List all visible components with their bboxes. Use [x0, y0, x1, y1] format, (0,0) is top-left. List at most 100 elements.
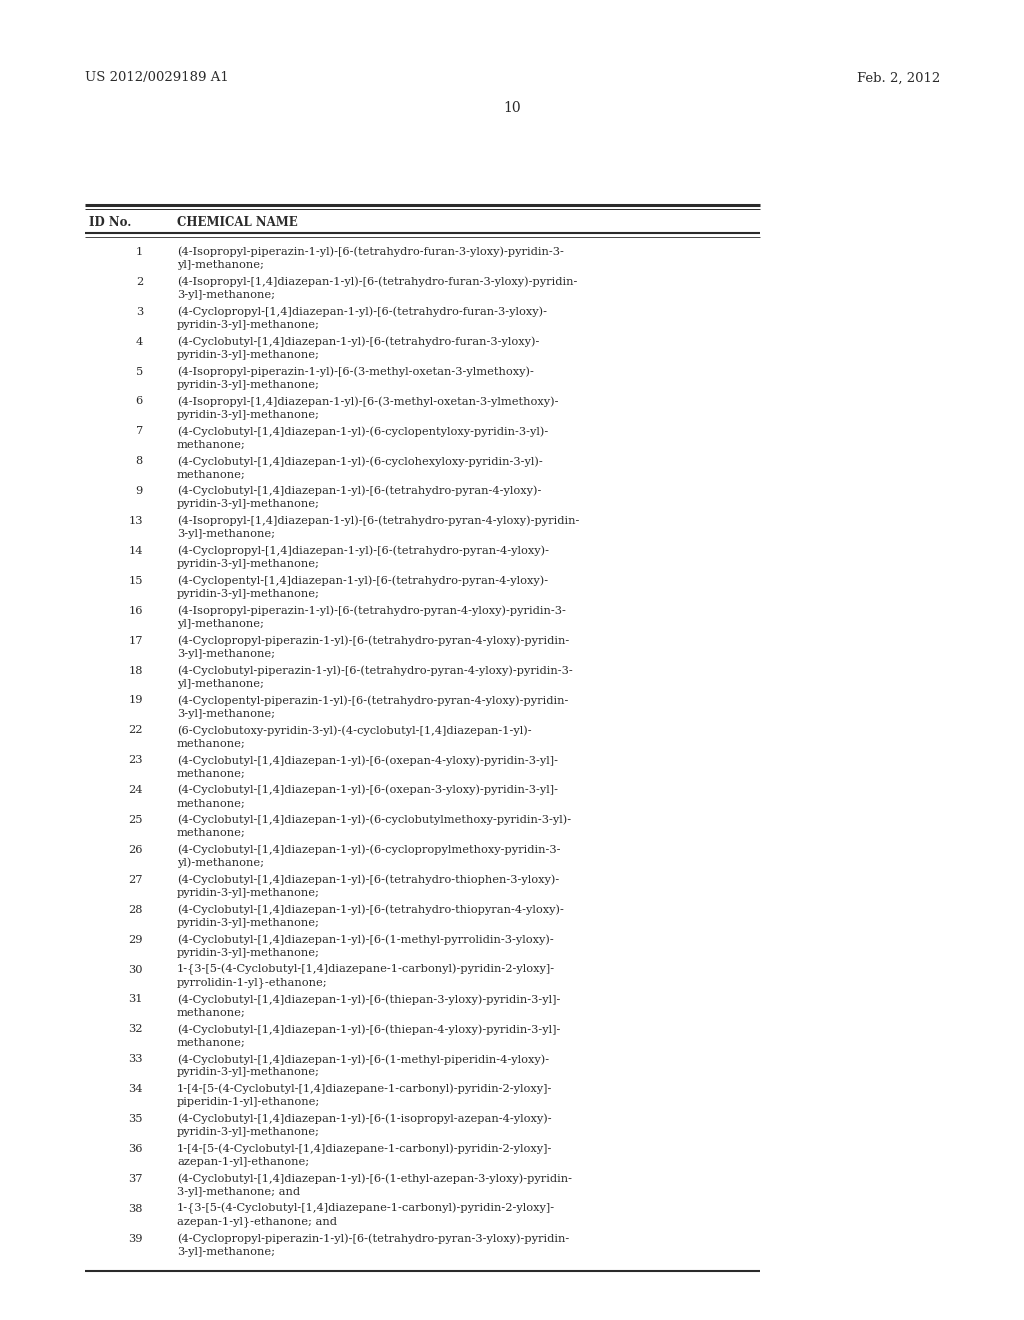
Text: yl)-methanone;: yl)-methanone; [177, 858, 264, 869]
Text: 19: 19 [128, 696, 143, 705]
Text: 10: 10 [503, 102, 521, 115]
Text: (4-Cyclobutyl-[1,4]diazepan-1-yl)-[6-(oxepan-4-yloxy)-pyridin-3-yl]-: (4-Cyclobutyl-[1,4]diazepan-1-yl)-[6-(ox… [177, 755, 558, 766]
Text: methanone;: methanone; [177, 440, 246, 450]
Text: 31: 31 [128, 994, 143, 1005]
Text: 18: 18 [128, 665, 143, 676]
Text: (4-Isopropyl-[1,4]diazepan-1-yl)-[6-(tetrahydro-furan-3-yloxy)-pyridin-: (4-Isopropyl-[1,4]diazepan-1-yl)-[6-(tet… [177, 277, 578, 288]
Text: 26: 26 [128, 845, 143, 855]
Text: 1-{3-[5-(4-Cyclobutyl-[1,4]diazepane-1-carbonyl)-pyridin-2-yloxy]-: 1-{3-[5-(4-Cyclobutyl-[1,4]diazepane-1-c… [177, 964, 555, 975]
Text: methanone;: methanone; [177, 739, 246, 748]
Text: pyridin-3-yl]-methanone;: pyridin-3-yl]-methanone; [177, 1068, 319, 1077]
Text: 3-yl]-methanone;: 3-yl]-methanone; [177, 649, 275, 659]
Text: 7: 7 [136, 426, 143, 437]
Text: 17: 17 [128, 636, 143, 645]
Text: 37: 37 [128, 1173, 143, 1184]
Text: 6: 6 [136, 396, 143, 407]
Text: (4-Isopropyl-[1,4]diazepan-1-yl)-[6-(tetrahydro-pyran-4-yloxy)-pyridin-: (4-Isopropyl-[1,4]diazepan-1-yl)-[6-(tet… [177, 516, 580, 527]
Text: (4-Cyclobutyl-[1,4]diazepan-1-yl)-[6-(1-methyl-piperidin-4-yloxy)-: (4-Cyclobutyl-[1,4]diazepan-1-yl)-[6-(1-… [177, 1053, 549, 1065]
Text: 13: 13 [128, 516, 143, 527]
Text: 14: 14 [128, 546, 143, 556]
Text: pyridin-3-yl]-methanone;: pyridin-3-yl]-methanone; [177, 350, 319, 360]
Text: methanone;: methanone; [177, 1038, 246, 1048]
Text: methanone;: methanone; [177, 1007, 246, 1018]
Text: methanone;: methanone; [177, 799, 246, 808]
Text: 28: 28 [128, 904, 143, 915]
Text: (4-Cyclobutyl-piperazin-1-yl)-[6-(tetrahydro-pyran-4-yloxy)-pyridin-3-: (4-Cyclobutyl-piperazin-1-yl)-[6-(tetrah… [177, 665, 572, 676]
Text: azepan-1-yl]-ethanone;: azepan-1-yl]-ethanone; [177, 1158, 309, 1167]
Text: (4-Cyclobutyl-[1,4]diazepan-1-yl)-[6-(1-methyl-pyrrolidin-3-yloxy)-: (4-Cyclobutyl-[1,4]diazepan-1-yl)-[6-(1-… [177, 935, 554, 945]
Text: 29: 29 [128, 935, 143, 945]
Text: (4-Cyclobutyl-[1,4]diazepan-1-yl)-[6-(oxepan-3-yloxy)-pyridin-3-yl]-: (4-Cyclobutyl-[1,4]diazepan-1-yl)-[6-(ox… [177, 785, 558, 796]
Text: US 2012/0029189 A1: US 2012/0029189 A1 [85, 71, 228, 84]
Text: pyridin-3-yl]-methanone;: pyridin-3-yl]-methanone; [177, 409, 319, 420]
Text: (4-Cyclopentyl-[1,4]diazepan-1-yl)-[6-(tetrahydro-pyran-4-yloxy)-: (4-Cyclopentyl-[1,4]diazepan-1-yl)-[6-(t… [177, 576, 548, 586]
Text: pyridin-3-yl]-methanone;: pyridin-3-yl]-methanone; [177, 560, 319, 569]
Text: (4-Cyclobutyl-[1,4]diazepan-1-yl)-[6-(tetrahydro-pyran-4-yloxy)-: (4-Cyclobutyl-[1,4]diazepan-1-yl)-[6-(te… [177, 486, 542, 496]
Text: 3-yl]-methanone;: 3-yl]-methanone; [177, 290, 275, 300]
Text: Feb. 2, 2012: Feb. 2, 2012 [857, 71, 940, 84]
Text: (4-Cyclopropyl-piperazin-1-yl)-[6-(tetrahydro-pyran-4-yloxy)-pyridin-: (4-Cyclopropyl-piperazin-1-yl)-[6-(tetra… [177, 635, 569, 645]
Text: 27: 27 [128, 875, 143, 884]
Text: 34: 34 [128, 1084, 143, 1094]
Text: 1-[4-[5-(4-Cyclobutyl-[1,4]diazepane-1-carbonyl)-pyridin-2-yloxy]-: 1-[4-[5-(4-Cyclobutyl-[1,4]diazepane-1-c… [177, 1084, 552, 1094]
Text: 16: 16 [128, 606, 143, 616]
Text: piperidin-1-yl]-ethanone;: piperidin-1-yl]-ethanone; [177, 1097, 321, 1107]
Text: methanone;: methanone; [177, 828, 246, 838]
Text: 5: 5 [136, 367, 143, 376]
Text: (6-Cyclobutoxy-pyridin-3-yl)-(4-cyclobutyl-[1,4]diazepan-1-yl)-: (6-Cyclobutoxy-pyridin-3-yl)-(4-cyclobut… [177, 725, 531, 735]
Text: pyrrolidin-1-yl}-ethanone;: pyrrolidin-1-yl}-ethanone; [177, 977, 328, 989]
Text: 25: 25 [128, 814, 143, 825]
Text: 9: 9 [136, 486, 143, 496]
Text: 36: 36 [128, 1144, 143, 1154]
Text: 3-yl]-methanone;: 3-yl]-methanone; [177, 1247, 275, 1257]
Text: 1-{3-[5-(4-Cyclobutyl-[1,4]diazepane-1-carbonyl)-pyridin-2-yloxy]-: 1-{3-[5-(4-Cyclobutyl-[1,4]diazepane-1-c… [177, 1203, 555, 1214]
Text: (4-Cyclobutyl-[1,4]diazepan-1-yl)-[6-(1-isopropyl-azepan-4-yloxy)-: (4-Cyclobutyl-[1,4]diazepan-1-yl)-[6-(1-… [177, 1114, 552, 1125]
Text: 3-yl]-methanone;: 3-yl]-methanone; [177, 529, 275, 540]
Text: 39: 39 [128, 1234, 143, 1243]
Text: 35: 35 [128, 1114, 143, 1125]
Text: 8: 8 [136, 457, 143, 466]
Text: 33: 33 [128, 1055, 143, 1064]
Text: 23: 23 [128, 755, 143, 766]
Text: 38: 38 [128, 1204, 143, 1214]
Text: azepan-1-yl}-ethanone; and: azepan-1-yl}-ethanone; and [177, 1217, 337, 1228]
Text: 1: 1 [136, 247, 143, 257]
Text: (4-Cyclobutyl-[1,4]diazepan-1-yl)-[6-(thiepan-4-yloxy)-pyridin-3-yl]-: (4-Cyclobutyl-[1,4]diazepan-1-yl)-[6-(th… [177, 1024, 560, 1035]
Text: yl]-methanone;: yl]-methanone; [177, 619, 264, 630]
Text: (4-Cyclobutyl-[1,4]diazepan-1-yl)-[6-(tetrahydro-furan-3-yloxy)-: (4-Cyclobutyl-[1,4]diazepan-1-yl)-[6-(te… [177, 337, 540, 347]
Text: pyridin-3-yl]-methanone;: pyridin-3-yl]-methanone; [177, 380, 319, 389]
Text: (4-Cyclobutyl-[1,4]diazepan-1-yl)-(6-cyclohexyloxy-pyridin-3-yl)-: (4-Cyclobutyl-[1,4]diazepan-1-yl)-(6-cyc… [177, 455, 543, 466]
Text: (4-Isopropyl-piperazin-1-yl)-[6-(3-methyl-oxetan-3-ylmethoxy)-: (4-Isopropyl-piperazin-1-yl)-[6-(3-methy… [177, 367, 534, 378]
Text: (4-Cyclobutyl-[1,4]diazepan-1-yl)-[6-(1-ethyl-azepan-3-yloxy)-pyridin-: (4-Cyclobutyl-[1,4]diazepan-1-yl)-[6-(1-… [177, 1173, 572, 1184]
Text: pyridin-3-yl]-methanone;: pyridin-3-yl]-methanone; [177, 948, 319, 958]
Text: pyridin-3-yl]-methanone;: pyridin-3-yl]-methanone; [177, 1127, 319, 1138]
Text: 30: 30 [128, 965, 143, 974]
Text: (4-Cyclobutyl-[1,4]diazepan-1-yl)-(6-cyclobutylmethoxy-pyridin-3-yl)-: (4-Cyclobutyl-[1,4]diazepan-1-yl)-(6-cyc… [177, 814, 571, 825]
Text: 32: 32 [128, 1024, 143, 1035]
Text: (4-Isopropyl-piperazin-1-yl)-[6-(tetrahydro-furan-3-yloxy)-pyridin-3-: (4-Isopropyl-piperazin-1-yl)-[6-(tetrahy… [177, 247, 564, 257]
Text: pyridin-3-yl]-methanone;: pyridin-3-yl]-methanone; [177, 917, 319, 928]
Text: ID No.: ID No. [89, 215, 131, 228]
Text: 15: 15 [128, 576, 143, 586]
Text: 2: 2 [136, 277, 143, 286]
Text: (4-Cyclopropyl-[1,4]diazepan-1-yl)-[6-(tetrahydro-furan-3-yloxy)-: (4-Cyclopropyl-[1,4]diazepan-1-yl)-[6-(t… [177, 306, 547, 317]
Text: (4-Cyclopropyl-[1,4]diazepan-1-yl)-[6-(tetrahydro-pyran-4-yloxy)-: (4-Cyclopropyl-[1,4]diazepan-1-yl)-[6-(t… [177, 545, 549, 556]
Text: (4-Isopropyl-piperazin-1-yl)-[6-(tetrahydro-pyran-4-yloxy)-pyridin-3-: (4-Isopropyl-piperazin-1-yl)-[6-(tetrahy… [177, 606, 566, 616]
Text: (4-Cyclobutyl-[1,4]diazepan-1-yl)-(6-cyclopropylmethoxy-pyridin-3-: (4-Cyclobutyl-[1,4]diazepan-1-yl)-(6-cyc… [177, 845, 560, 855]
Text: CHEMICAL NAME: CHEMICAL NAME [177, 215, 298, 228]
Text: 24: 24 [128, 785, 143, 795]
Text: pyridin-3-yl]-methanone;: pyridin-3-yl]-methanone; [177, 499, 319, 510]
Text: 3-yl]-methanone; and: 3-yl]-methanone; and [177, 1187, 300, 1197]
Text: (4-Cyclobutyl-[1,4]diazepan-1-yl)-[6-(tetrahydro-thiophen-3-yloxy)-: (4-Cyclobutyl-[1,4]diazepan-1-yl)-[6-(te… [177, 875, 559, 886]
Text: (4-Cyclobutyl-[1,4]diazepan-1-yl)-[6-(thiepan-3-yloxy)-pyridin-3-yl]-: (4-Cyclobutyl-[1,4]diazepan-1-yl)-[6-(th… [177, 994, 560, 1005]
Text: (4-Cyclobutyl-[1,4]diazepan-1-yl)-[6-(tetrahydro-thiopyran-4-yloxy)-: (4-Cyclobutyl-[1,4]diazepan-1-yl)-[6-(te… [177, 904, 564, 915]
Text: (4-Cyclopentyl-piperazin-1-yl)-[6-(tetrahydro-pyran-4-yloxy)-pyridin-: (4-Cyclopentyl-piperazin-1-yl)-[6-(tetra… [177, 696, 568, 706]
Text: 1-[4-[5-(4-Cyclobutyl-[1,4]diazepane-1-carbonyl)-pyridin-2-yloxy]-: 1-[4-[5-(4-Cyclobutyl-[1,4]diazepane-1-c… [177, 1143, 552, 1154]
Text: 3: 3 [136, 306, 143, 317]
Text: pyridin-3-yl]-methanone;: pyridin-3-yl]-methanone; [177, 319, 319, 330]
Text: methanone;: methanone; [177, 470, 246, 479]
Text: (4-Isopropyl-[1,4]diazepan-1-yl)-[6-(3-methyl-oxetan-3-ylmethoxy)-: (4-Isopropyl-[1,4]diazepan-1-yl)-[6-(3-m… [177, 396, 558, 407]
Text: yl]-methanone;: yl]-methanone; [177, 678, 264, 689]
Text: 3-yl]-methanone;: 3-yl]-methanone; [177, 709, 275, 718]
Text: 4: 4 [136, 337, 143, 347]
